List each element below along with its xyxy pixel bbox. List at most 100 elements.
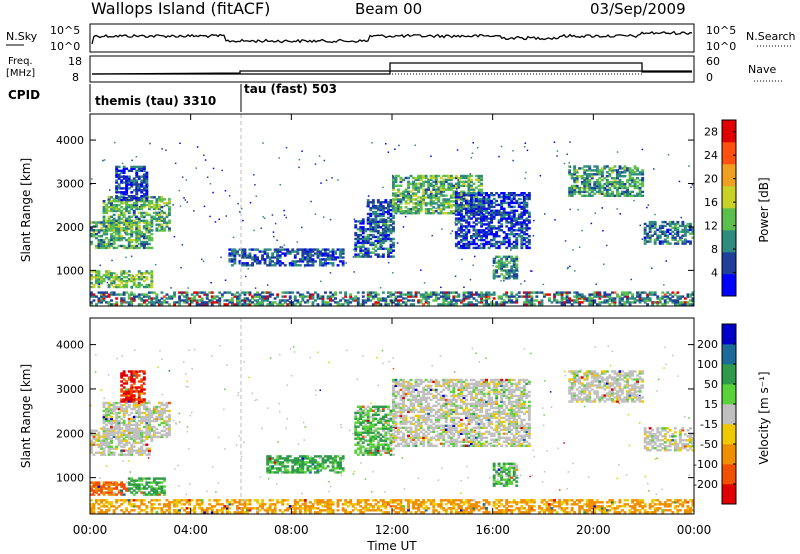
data-cell-457 (158, 225, 161, 228)
data-cell-1426 (409, 210, 413, 213)
data-cell-459 (155, 411, 159, 415)
data-cell-768 (158, 481, 161, 484)
data-cell-824 (281, 463, 285, 466)
data-cell-702 (127, 477, 131, 480)
data-cell-2478 (583, 190, 587, 194)
data-cell-1204 (384, 247, 388, 250)
data-cell-3002 (183, 301, 186, 304)
data-cell-237 (107, 225, 111, 228)
data-cell-401 (142, 215, 146, 218)
data-cell-943 (298, 260, 302, 263)
data-cell-168 (137, 235, 141, 238)
data-cell-1683 (457, 180, 461, 184)
data-cell-2304 (522, 201, 526, 205)
data-cell-741 (125, 285, 129, 289)
data-cell-1945 (475, 236, 478, 240)
data-cell-1073 (356, 220, 360, 223)
data-cell-1852 (459, 195, 463, 199)
data-cell-761 (135, 285, 139, 289)
data-cell-384 (140, 433, 144, 437)
data-cell-180 (142, 246, 146, 250)
data-cell-1439 (412, 198, 415, 201)
data-cell-3145 (266, 297, 270, 300)
data-cell-961 (306, 260, 310, 263)
data-cell-791 (150, 283, 154, 287)
data-cell-947 (301, 258, 305, 261)
data-cell-2682 (631, 177, 634, 180)
data-cell-531 (122, 392, 126, 395)
data-cell-4 (90, 443, 93, 446)
data-cell-1545 (432, 206, 436, 209)
data-cell-445 (155, 223, 159, 226)
data-cell-1331 (392, 220, 395, 223)
data-cell-3661 (600, 301, 604, 304)
data-cell-1939 (472, 203, 476, 207)
data-cell-3760 (661, 303, 665, 306)
data-cell-2152 (502, 213, 506, 216)
data-cell-3581 (555, 301, 559, 304)
data-cell-1513 (424, 180, 428, 184)
data-cell-21 (97, 246, 101, 250)
data-cell-2139 (500, 205, 504, 209)
data-cell-804 (230, 264, 234, 267)
data-cell-1435 (412, 212, 415, 215)
data-cell-29 (97, 433, 101, 436)
data-cell-3110 (248, 303, 252, 306)
data-cell-246 (107, 198, 111, 201)
data-cell-3397 (437, 293, 441, 296)
data-cell-361 (132, 203, 136, 207)
data-cell-2558 (600, 178, 604, 182)
data-cell-884 (268, 258, 272, 261)
data-cell-960 (306, 262, 310, 265)
data-cell-225 (102, 205, 106, 209)
data-cell-2758 (653, 226, 657, 230)
data-cell-239 (107, 219, 111, 222)
data-cell-2449 (573, 173, 577, 176)
data-cell-2521 (590, 173, 594, 176)
noise-cell-82 (332, 257, 335, 260)
data-cell-3125 (256, 295, 259, 298)
data-cell-2197 (510, 246, 514, 250)
data-cell-569 (127, 187, 131, 190)
data-cell-1698 (459, 174, 463, 178)
data-cell-685 (117, 483, 121, 486)
data-cell-468 (158, 198, 161, 201)
data-cell-3171 (283, 291, 287, 294)
data-cell-73 (110, 445, 113, 448)
data-cell-2403 (512, 277, 516, 280)
data-cell-3638 (588, 297, 592, 300)
data-cell-3576 (550, 301, 554, 304)
data-cell-1347 (392, 188, 395, 191)
data-cell-1641 (449, 196, 453, 199)
data-cell-317 (122, 407, 126, 411)
data-cell-2963 (152, 291, 156, 294)
data-cell-2313 (525, 233, 529, 236)
data-cell-2298 (522, 213, 526, 216)
data-cell-169 (137, 233, 141, 236)
data-cell-498 (168, 229, 171, 232)
data-cell-28 (97, 229, 101, 232)
data-cell-2522 (590, 169, 594, 172)
data-cell-2973 (160, 301, 164, 304)
data-cell-3289 (369, 291, 373, 294)
noise-cell-173 (470, 157, 472, 159)
data-cell-1063 (354, 220, 358, 223)
data-cell-712 (112, 285, 116, 289)
data-cell-3159 (276, 295, 280, 298)
data-cell-495 (165, 213, 169, 217)
data-cell-138 (130, 233, 134, 236)
data-cell-3315 (387, 295, 390, 298)
data-cell-3487 (487, 303, 491, 306)
data-cell-1022 (329, 250, 332, 253)
data-cell-994 (319, 258, 322, 261)
data-cell-5 (90, 227, 93, 230)
noise-cell-49 (322, 216, 325, 218)
data-cell-2928 (130, 293, 134, 296)
data-cell-515 (168, 413, 171, 417)
data-cell-807 (230, 254, 234, 257)
data-cell-3101 (243, 301, 247, 304)
data-cell-2279 (520, 221, 524, 224)
data-cell-3664 (603, 299, 607, 302)
data-cell-412 (145, 417, 149, 421)
data-cell-3573 (548, 299, 551, 302)
